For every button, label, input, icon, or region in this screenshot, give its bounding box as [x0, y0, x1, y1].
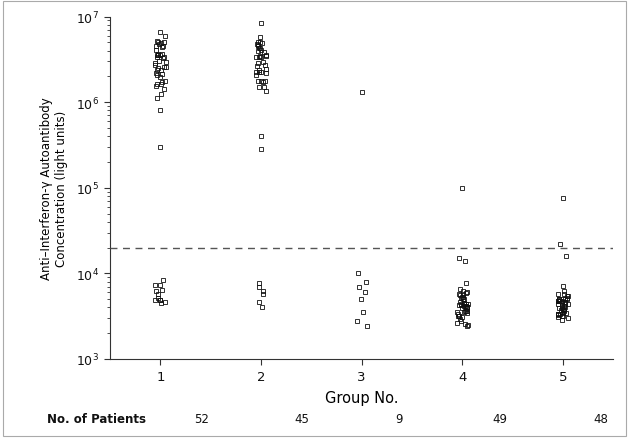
Text: 48: 48: [593, 412, 608, 425]
Text: No. of Patients: No. of Patients: [47, 412, 146, 425]
Text: 49: 49: [493, 412, 508, 425]
Text: 9: 9: [396, 412, 403, 425]
Y-axis label: Anti–Interferon-γ Autoantibody
Concentration (light units): Anti–Interferon-γ Autoantibody Concentra…: [40, 97, 67, 279]
Text: 45: 45: [294, 412, 309, 425]
Text: 52: 52: [194, 412, 209, 425]
X-axis label: Group No.: Group No.: [325, 390, 398, 405]
